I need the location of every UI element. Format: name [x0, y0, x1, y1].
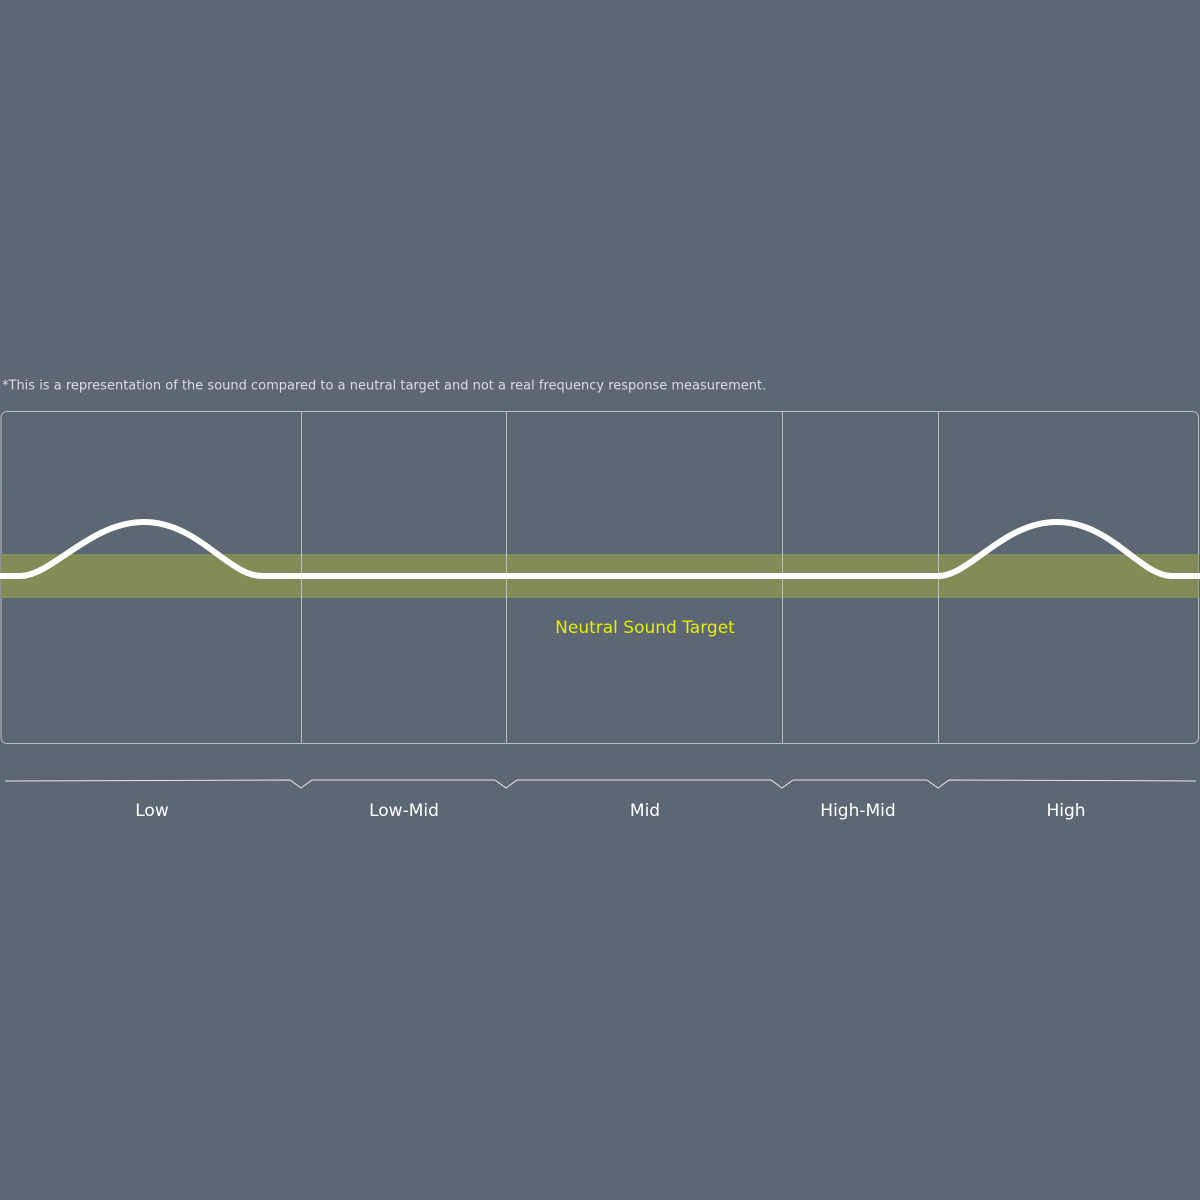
disclaimer-note: *This is a representation of the sound c…	[2, 379, 766, 394]
band-label: Mid	[630, 801, 660, 821]
band-braces	[4, 779, 1197, 789]
band-label: Low	[135, 801, 169, 821]
target-label: Neutral Sound Target	[555, 618, 735, 638]
band-label: High	[1046, 801, 1085, 821]
band-label: Low-Mid	[369, 801, 439, 821]
sound-curve	[0, 518, 1200, 579]
band-labels: Low Low-Mid Mid High-Mid High	[135, 801, 1085, 821]
band-label: High-Mid	[820, 801, 895, 821]
brace	[4, 779, 1197, 789]
